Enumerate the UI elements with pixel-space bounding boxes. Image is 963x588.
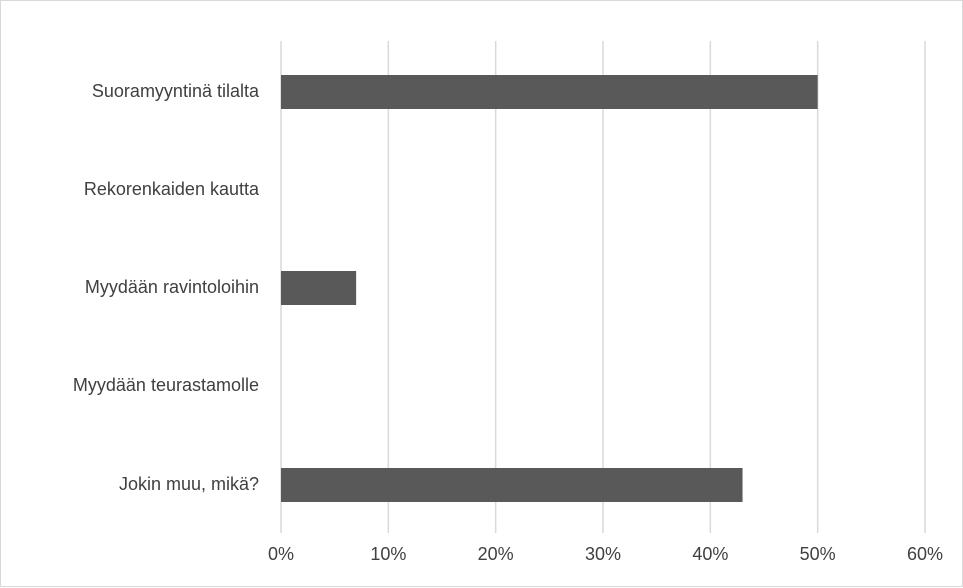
bar <box>281 271 357 305</box>
bar <box>281 75 818 109</box>
x-tick-label: 20% <box>478 544 514 564</box>
x-tick-label: 10% <box>370 544 406 564</box>
x-tick-label: 50% <box>800 544 836 564</box>
x-tick-label: 30% <box>585 544 621 564</box>
gridlines <box>280 41 926 533</box>
bar <box>281 468 743 502</box>
x-tick-labels: 0% 10% 20% 30% 40% 50% 60% <box>268 544 943 564</box>
category-label: Myydään ravintoloihin <box>85 277 259 297</box>
x-tick-label: 0% <box>268 544 294 564</box>
category-label: Myydään teurastamolle <box>73 375 259 395</box>
x-tick-label: 40% <box>692 544 728 564</box>
category-label: Jokin muu, mikä? <box>119 474 259 494</box>
category-labels: Suoramyyntinä tilalta Rekorenkaiden kautt… <box>73 81 260 494</box>
bars <box>281 75 818 502</box>
x-tick-label: 60% <box>907 544 943 564</box>
category-label: Suoramyyntinä tilalta <box>92 81 260 101</box>
category-label: Rekorenkaiden kautta <box>84 179 260 199</box>
